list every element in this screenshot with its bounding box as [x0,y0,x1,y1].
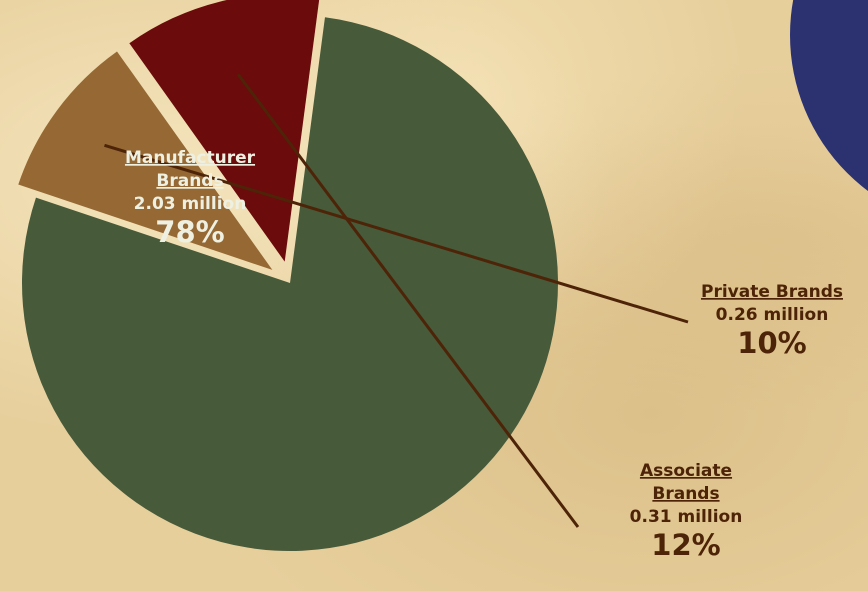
slice-value-label: 0.31 million [630,507,743,527]
slice-name-label: Private Brands [701,282,843,302]
slice-name-label: Manufacturer [125,148,256,168]
leader-line [104,143,689,324]
slice-name-label: Associate [640,461,732,481]
slice-name-label: Brands [156,171,223,191]
slice-percent-label: 12% [651,528,720,562]
slice-private-brands [18,51,273,270]
slice-name-label: Brands [652,484,719,504]
slice-percent-label: 78% [155,215,224,249]
leader-line [236,73,580,528]
slice-percent-label: 10% [737,326,806,360]
slice-value-label: 0.26 million [716,305,829,325]
decorative-corner-circle [790,0,868,191]
slice-value-label: 2.03 million [134,194,247,214]
slice-manufacturer-brands [22,17,559,551]
